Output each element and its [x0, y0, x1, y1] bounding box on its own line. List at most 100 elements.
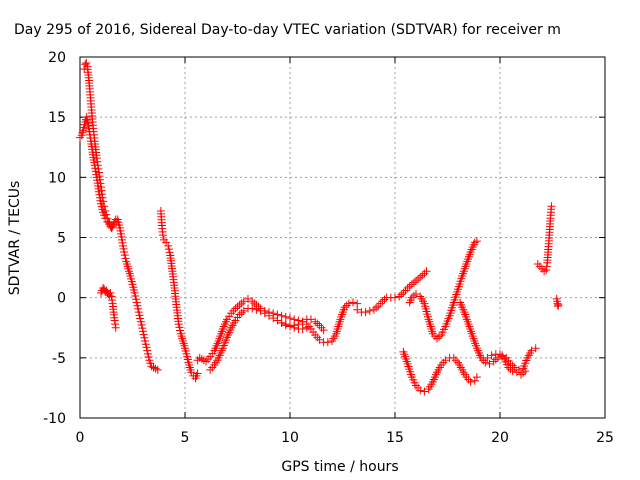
x-tick-label: 0	[76, 430, 85, 446]
data-point	[147, 362, 156, 371]
data-point	[472, 373, 481, 382]
data-series-5	[156, 207, 202, 383]
data-point	[95, 175, 104, 184]
data-point	[349, 298, 357, 307]
data-point	[151, 364, 160, 373]
data-point	[162, 238, 171, 247]
data-point-dense	[132, 295, 140, 304]
data-point	[158, 231, 167, 240]
data-point	[256, 306, 265, 315]
data-point	[82, 59, 91, 68]
data-point-dense	[94, 164, 103, 173]
data-point-dense	[165, 248, 174, 257]
data-point-dense	[97, 186, 106, 195]
data-point	[470, 376, 479, 385]
data-point	[370, 305, 378, 314]
data-point	[277, 318, 286, 327]
data-point-dense	[233, 302, 242, 311]
data-points	[76, 59, 563, 396]
data-point	[340, 303, 349, 312]
data-point-dense	[372, 303, 381, 312]
data-point	[193, 369, 202, 378]
data-point	[472, 237, 481, 246]
data-point	[136, 317, 145, 326]
data-point-dense	[120, 251, 129, 260]
data-point	[265, 311, 273, 320]
y-tick-label: 10	[48, 170, 66, 186]
data-point	[323, 338, 332, 347]
x-tick-label: 5	[181, 430, 190, 446]
data-series-2	[80, 59, 121, 232]
data-point	[187, 368, 196, 377]
data-point	[554, 300, 563, 309]
data-point	[416, 273, 425, 282]
data-point	[487, 351, 496, 360]
data-series-15	[552, 294, 563, 311]
y-tick-label: -5	[52, 351, 66, 367]
data-point	[277, 311, 286, 320]
axis-ticks: 0 5 10 15 20 25 -10 -5 0 5 10 15 20	[43, 50, 614, 446]
data-point	[517, 370, 525, 379]
data-point-dense	[121, 254, 130, 263]
data-point	[508, 367, 517, 376]
data-point	[290, 323, 299, 332]
data-point	[235, 310, 244, 319]
data-point-dense	[409, 291, 418, 300]
data-point	[489, 357, 498, 366]
data-point	[141, 336, 150, 345]
data-point-dense	[144, 353, 153, 362]
data-point	[103, 214, 112, 223]
data-point	[542, 265, 551, 274]
data-point	[239, 306, 248, 315]
data-point	[412, 290, 420, 299]
data-point	[407, 293, 416, 302]
data-point	[319, 326, 328, 335]
data-point	[286, 322, 294, 331]
data-point-dense	[176, 326, 185, 335]
data-series-11	[399, 347, 481, 396]
data-point	[106, 288, 115, 297]
data-point-dense	[250, 299, 259, 308]
data-series-4	[113, 215, 162, 374]
y-tick-label: 15	[48, 110, 66, 126]
data-point	[120, 247, 129, 256]
data-point	[97, 182, 105, 191]
data-point	[286, 314, 294, 323]
x-axis-title: GPS time / hours	[281, 459, 398, 475]
data-point-dense	[143, 349, 152, 358]
data-point	[239, 297, 248, 306]
data-point-dense	[138, 324, 147, 333]
data-point-dense	[414, 275, 423, 284]
y-tick-label: 5	[57, 231, 66, 247]
data-point-dense	[96, 179, 105, 188]
data-point	[403, 284, 412, 293]
data-point-dense	[142, 343, 151, 352]
data-point-dense	[435, 332, 444, 341]
data-point-dense	[519, 368, 528, 377]
x-tick-label: 25	[596, 430, 614, 446]
data-point-dense	[131, 292, 140, 301]
data-point	[273, 316, 282, 325]
data-point	[422, 267, 431, 276]
data-point-dense	[397, 290, 406, 299]
data-point	[466, 377, 475, 386]
data-point	[153, 365, 162, 374]
data-point	[521, 367, 530, 376]
data-point-dense	[313, 319, 322, 328]
data-point	[195, 353, 204, 362]
data-point	[260, 309, 269, 318]
data-point-dense	[141, 340, 150, 349]
data-point	[130, 288, 139, 297]
data-point	[92, 154, 101, 163]
data-point	[420, 387, 429, 396]
data-point-dense	[136, 314, 145, 323]
data-point	[143, 346, 152, 355]
data-point	[134, 308, 143, 317]
data-series-8	[277, 318, 311, 333]
data-point-dense	[111, 320, 120, 329]
data-point	[504, 363, 513, 372]
x-tick-label: 15	[386, 430, 404, 446]
data-point	[302, 323, 311, 332]
